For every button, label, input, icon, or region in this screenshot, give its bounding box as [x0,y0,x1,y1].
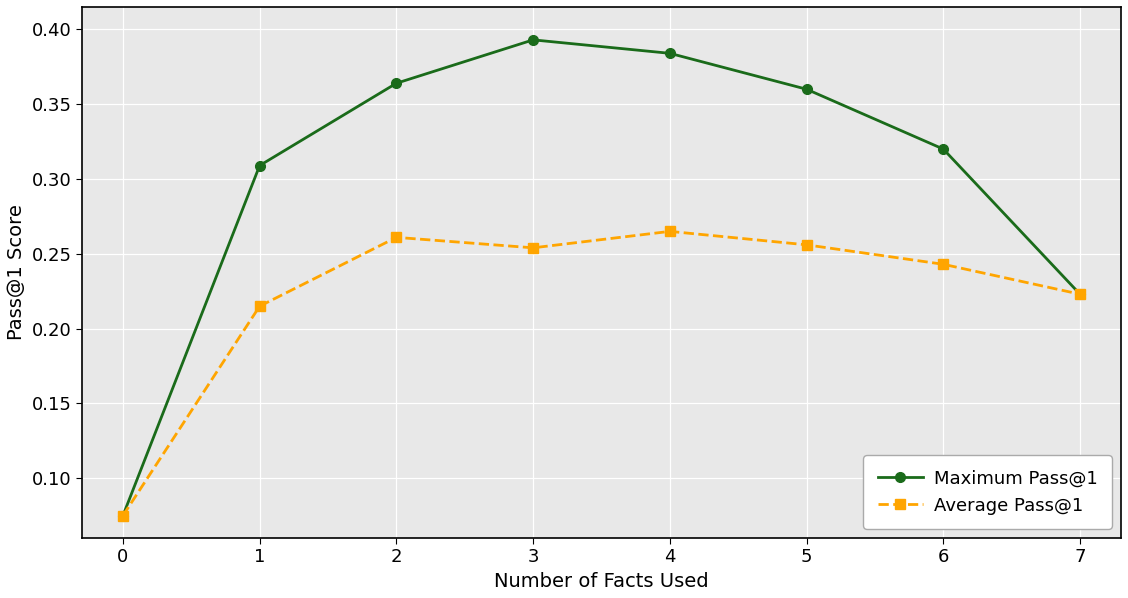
Average Pass@1 [116,512,130,519]
Line: Average Pass@1: Average Pass@1 [118,227,1085,520]
X-axis label: Number of Facts Used: Number of Facts Used [494,572,708,591]
Maximum Pass@1 [800,86,813,93]
Average Pass@1 [936,261,950,268]
Average Pass@1 [253,303,266,310]
Average Pass@1 [800,241,813,248]
Maximum Pass@1 [253,162,266,169]
Average Pass@1 [527,244,540,251]
Average Pass@1 [1073,291,1086,298]
Maximum Pass@1 [936,145,950,152]
Maximum Pass@1 [527,36,540,44]
Maximum Pass@1 [116,512,130,519]
Y-axis label: Pass@1 Score: Pass@1 Score [7,205,26,340]
Maximum Pass@1 [663,50,677,57]
Maximum Pass@1 [389,80,403,87]
Maximum Pass@1 [1073,291,1086,298]
Average Pass@1 [663,228,677,235]
Average Pass@1 [389,234,403,241]
Line: Maximum Pass@1: Maximum Pass@1 [118,35,1085,520]
Legend: Maximum Pass@1, Average Pass@1: Maximum Pass@1, Average Pass@1 [863,455,1112,529]
